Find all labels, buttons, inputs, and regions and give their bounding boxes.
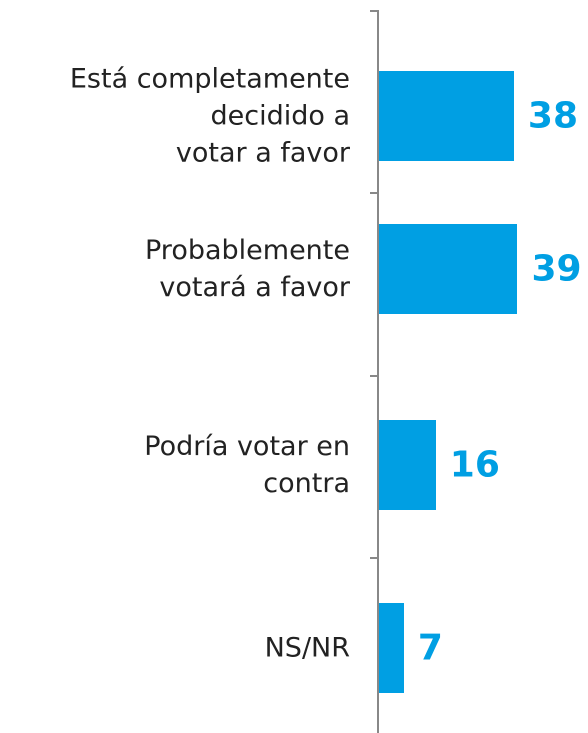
value-label: 7 (417, 627, 443, 669)
category-label: Podría votar en contra (144, 431, 350, 499)
bar (379, 420, 436, 510)
value-label: 16 (449, 444, 500, 486)
axis-tick (370, 375, 378, 377)
category-label: Está completamente decidido a votar a fa… (69, 63, 350, 169)
axis-tick (370, 192, 378, 194)
value-label: 38 (527, 95, 578, 137)
bar (379, 71, 514, 161)
axis-tick (370, 10, 378, 12)
category-label: NS/NR (264, 632, 350, 664)
axis-line (377, 10, 379, 733)
value-label: 39 (531, 248, 582, 290)
bar (379, 603, 404, 693)
axis-tick (370, 557, 378, 559)
bar (379, 224, 518, 314)
category-label: Probablemente votará a favor (145, 235, 350, 303)
